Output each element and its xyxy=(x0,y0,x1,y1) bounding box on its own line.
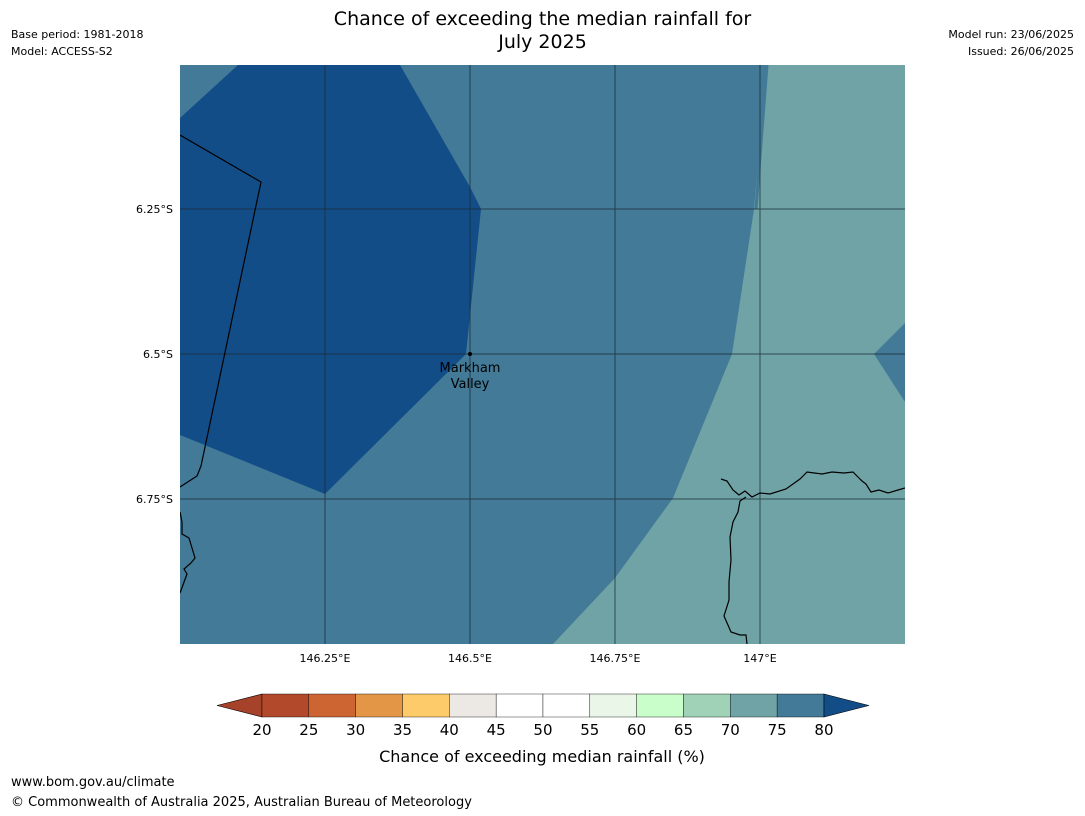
footer-copyright: © Commonwealth of Australia 2025, Austra… xyxy=(11,795,472,810)
region-75-80-east-patch xyxy=(874,323,905,402)
markham-valley-marker: Markham Valley xyxy=(440,352,501,392)
place-label-line-2: Valley xyxy=(451,377,490,392)
page-title: Chance of exceeding the median rainfall … xyxy=(0,8,1085,54)
colorbar-tick-label: 35 xyxy=(393,721,412,739)
north-coastline xyxy=(720,471,905,498)
forecast-map xyxy=(180,65,905,644)
colorbar-block xyxy=(402,693,450,718)
river-course xyxy=(723,496,748,644)
location-dot xyxy=(468,352,472,356)
colorbar-extend-high xyxy=(823,693,870,718)
title-line-1: Chance of exceeding the median rainfall … xyxy=(333,8,752,30)
place-label-line-1: Markham xyxy=(440,361,501,376)
colorbar-block xyxy=(495,693,544,718)
region-boundary xyxy=(180,134,262,488)
colorbar-block xyxy=(449,693,497,718)
colorbar-block xyxy=(636,693,684,718)
colorbar-block xyxy=(261,693,310,718)
colorbar-legend: 20 25 30 35 40 45 50 55 60 65 70 75 80 xyxy=(216,693,870,739)
lon-tick-label: 146.5°E xyxy=(448,652,492,665)
lat-tick-label: 6.75°S xyxy=(136,493,173,506)
colorbar-block xyxy=(589,693,637,718)
colorbar-tick-label: 20 xyxy=(252,721,271,739)
band-edge xyxy=(754,65,769,210)
lon-tick-labels: 146.25°E 146.5°E 146.75°E 147°E xyxy=(300,652,777,665)
colorbar-tick-label: 75 xyxy=(768,721,787,739)
lat-tick-labels: 6.25°S 6.5°S 6.75°S xyxy=(136,203,173,506)
lat-tick-label: 6.25°S xyxy=(136,203,173,216)
colorbar-tick-label: 70 xyxy=(721,721,740,739)
colorbar-tick-label: 25 xyxy=(299,721,318,739)
colorbar-block xyxy=(730,693,778,718)
colorbar-tick-label: 65 xyxy=(674,721,693,739)
boundaries xyxy=(180,134,905,644)
region-above-80 xyxy=(180,65,481,494)
model-run-text: Model run: 23/06/2025 xyxy=(948,28,1074,41)
west-coastline xyxy=(180,511,196,594)
header-info-right: Model run: 23/06/2025 Issued: 26/06/2025 xyxy=(948,26,1074,60)
lon-tick-label: 146.75°E xyxy=(590,652,641,665)
region-75-80-corner xyxy=(180,65,238,118)
colorbar-tick-label: 30 xyxy=(346,721,365,739)
title-line-2: July 2025 xyxy=(498,31,587,53)
lon-tick-label: 147°E xyxy=(743,652,776,665)
colorbar-tick-label: 55 xyxy=(580,721,599,739)
issued-text: Issued: 26/06/2025 xyxy=(967,45,1074,58)
colorbar-tick-label: 45 xyxy=(487,721,506,739)
colorbar-block xyxy=(355,693,403,718)
colorbar-tick-label: 60 xyxy=(627,721,646,739)
colorbar-block xyxy=(776,693,825,718)
base-period-text: Base period: 1981-2018 xyxy=(11,28,144,41)
colorbar-block xyxy=(542,693,591,718)
colorbar-title: Chance of exceeding median rainfall (%) xyxy=(379,747,705,766)
colorbar-tick-label: 50 xyxy=(533,721,552,739)
footer-url: www.bom.gov.au/climate xyxy=(11,775,175,790)
lat-tick-label: 6.5°S xyxy=(143,348,173,361)
colorbar-tick-label: 80 xyxy=(814,721,833,739)
colorbar-block xyxy=(683,693,731,718)
model-text: Model: ACCESS-S2 xyxy=(11,45,113,58)
header-info-left: Base period: 1981-2018 Model: ACCESS-S2 xyxy=(11,26,143,60)
lon-tick-label: 146.25°E xyxy=(300,652,351,665)
colorbar-block xyxy=(308,693,356,718)
colorbar-extend-low xyxy=(216,693,263,718)
colorbar-tick-label: 40 xyxy=(440,721,459,739)
